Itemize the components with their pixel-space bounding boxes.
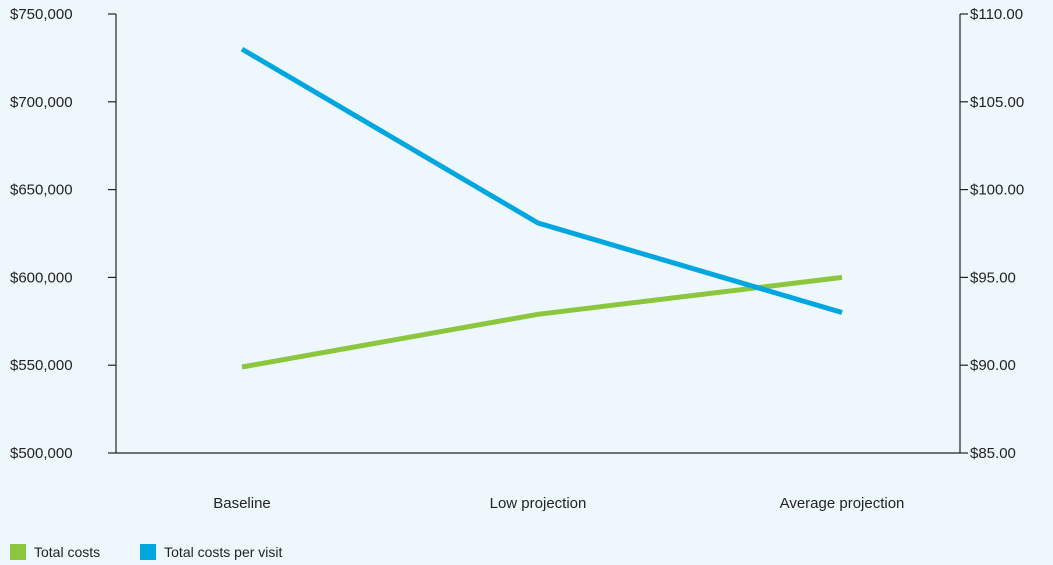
category-labels: Baseline Low projection Average projection [213, 495, 904, 512]
legend-swatch-total-costs [10, 544, 26, 560]
series-lines [240, 46, 843, 370]
category-label: Baseline [213, 495, 271, 512]
axes [108, 13, 968, 454]
legend: Total costs Total costs per visit [10, 544, 322, 560]
right-tick-label: $105.00 [970, 94, 1024, 111]
category-label: Average projection [780, 495, 905, 512]
left-tick-label: $700,000 [10, 94, 73, 111]
legend-swatch-total-costs-per-visit [140, 544, 157, 560]
legend-item-total-costs-per-visit: Total costs per visit [140, 544, 282, 560]
left-tick-label: $550,000 [10, 357, 73, 374]
left-tick-label: $500,000 [10, 445, 73, 462]
right-tick-label: $100.00 [970, 182, 1024, 199]
legend-item-total-costs: Total costs [10, 544, 100, 560]
series-line-total-costs [241, 274, 843, 370]
right-tick-label: $85.00 [970, 445, 1016, 462]
left-tick-label: $600,000 [10, 269, 73, 286]
series-line-total-costs-per-visit [240, 46, 843, 315]
legend-label-total-costs-per-visit: Total costs per visit [164, 544, 283, 560]
right-tick-label: $110.00 [970, 6, 1023, 23]
category-label: Low projection [490, 495, 587, 512]
left-tick-label: $650,000 [10, 182, 73, 199]
legend-label-total-costs: Total costs [34, 544, 101, 560]
left-tick-label: $750,000 [10, 6, 73, 23]
right-tick-label: $95.00 [970, 269, 1016, 286]
right-tick-label: $90.00 [970, 357, 1016, 374]
tick-labels: $500,000 $550,000 $600,000 $650,000 $700,000… [10, 6, 1024, 462]
